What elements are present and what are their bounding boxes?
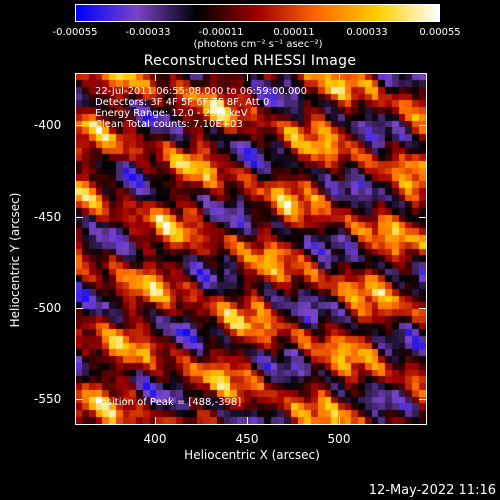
tick-mark [155, 417, 156, 425]
timestamp: 12-May-2022 11:16 [368, 483, 496, 498]
x-tick-label: 500 [327, 432, 351, 446]
x-tick-label: 400 [143, 432, 167, 446]
colorbar-tick: 0.00055 [419, 27, 461, 38]
tick-mark [247, 417, 248, 425]
colorbar-tick: 0.00011 [273, 27, 315, 38]
colorbar-unit: (photons cm⁻² s⁻¹ asec⁻²) [193, 39, 323, 50]
y-tick-label: -450 [34, 210, 62, 224]
tick-mark [75, 217, 83, 218]
rhessi-image-plot[interactable] [75, 73, 427, 425]
y-tick-label: -500 [34, 301, 62, 315]
time-range-text: 22-Jul-2011 06:55:08.000 to 06:59:00.000 [95, 86, 307, 97]
tick-mark [75, 399, 83, 400]
x-tick-label: 450 [235, 432, 259, 446]
tick-mark [419, 308, 427, 309]
y-tick-label: -550 [34, 392, 62, 406]
colorbar-tick: -0.00011 [198, 27, 244, 38]
colorbar-tick: 0.00033 [346, 27, 388, 38]
x-axis-label: Heliocentric X (arcsec) [184, 448, 320, 462]
tick-mark [75, 308, 83, 309]
y-tick-label: -400 [34, 118, 62, 132]
tick-mark [75, 125, 83, 126]
image-title: Reconstructed RHESSI Image [143, 53, 357, 69]
rhessi-image-canvas[interactable] [76, 74, 426, 424]
colorbar-tick: -0.00033 [125, 27, 171, 38]
tick-mark [419, 217, 427, 218]
clean-counts-text: Clean Total counts: 7.10E+03 [95, 119, 243, 130]
tick-mark [419, 125, 427, 126]
tick-mark [155, 73, 156, 81]
colorbar [75, 4, 440, 22]
detectors-text: Detectors: 3F 4F 5F 6F 7F 8F, Att 0 [95, 97, 270, 108]
tick-mark [247, 73, 248, 81]
energy-range-text: Energy Range: 12.0 - 25.0 keV [95, 108, 248, 119]
colorbar-tick: -0.00055 [52, 27, 98, 38]
tick-mark [419, 399, 427, 400]
y-axis-label: Heliocentric Y (arcsec) [8, 192, 22, 328]
peak-position-text: Position of Peak = [488,-398] [95, 397, 242, 408]
tick-mark [339, 417, 340, 425]
tick-mark [339, 73, 340, 81]
